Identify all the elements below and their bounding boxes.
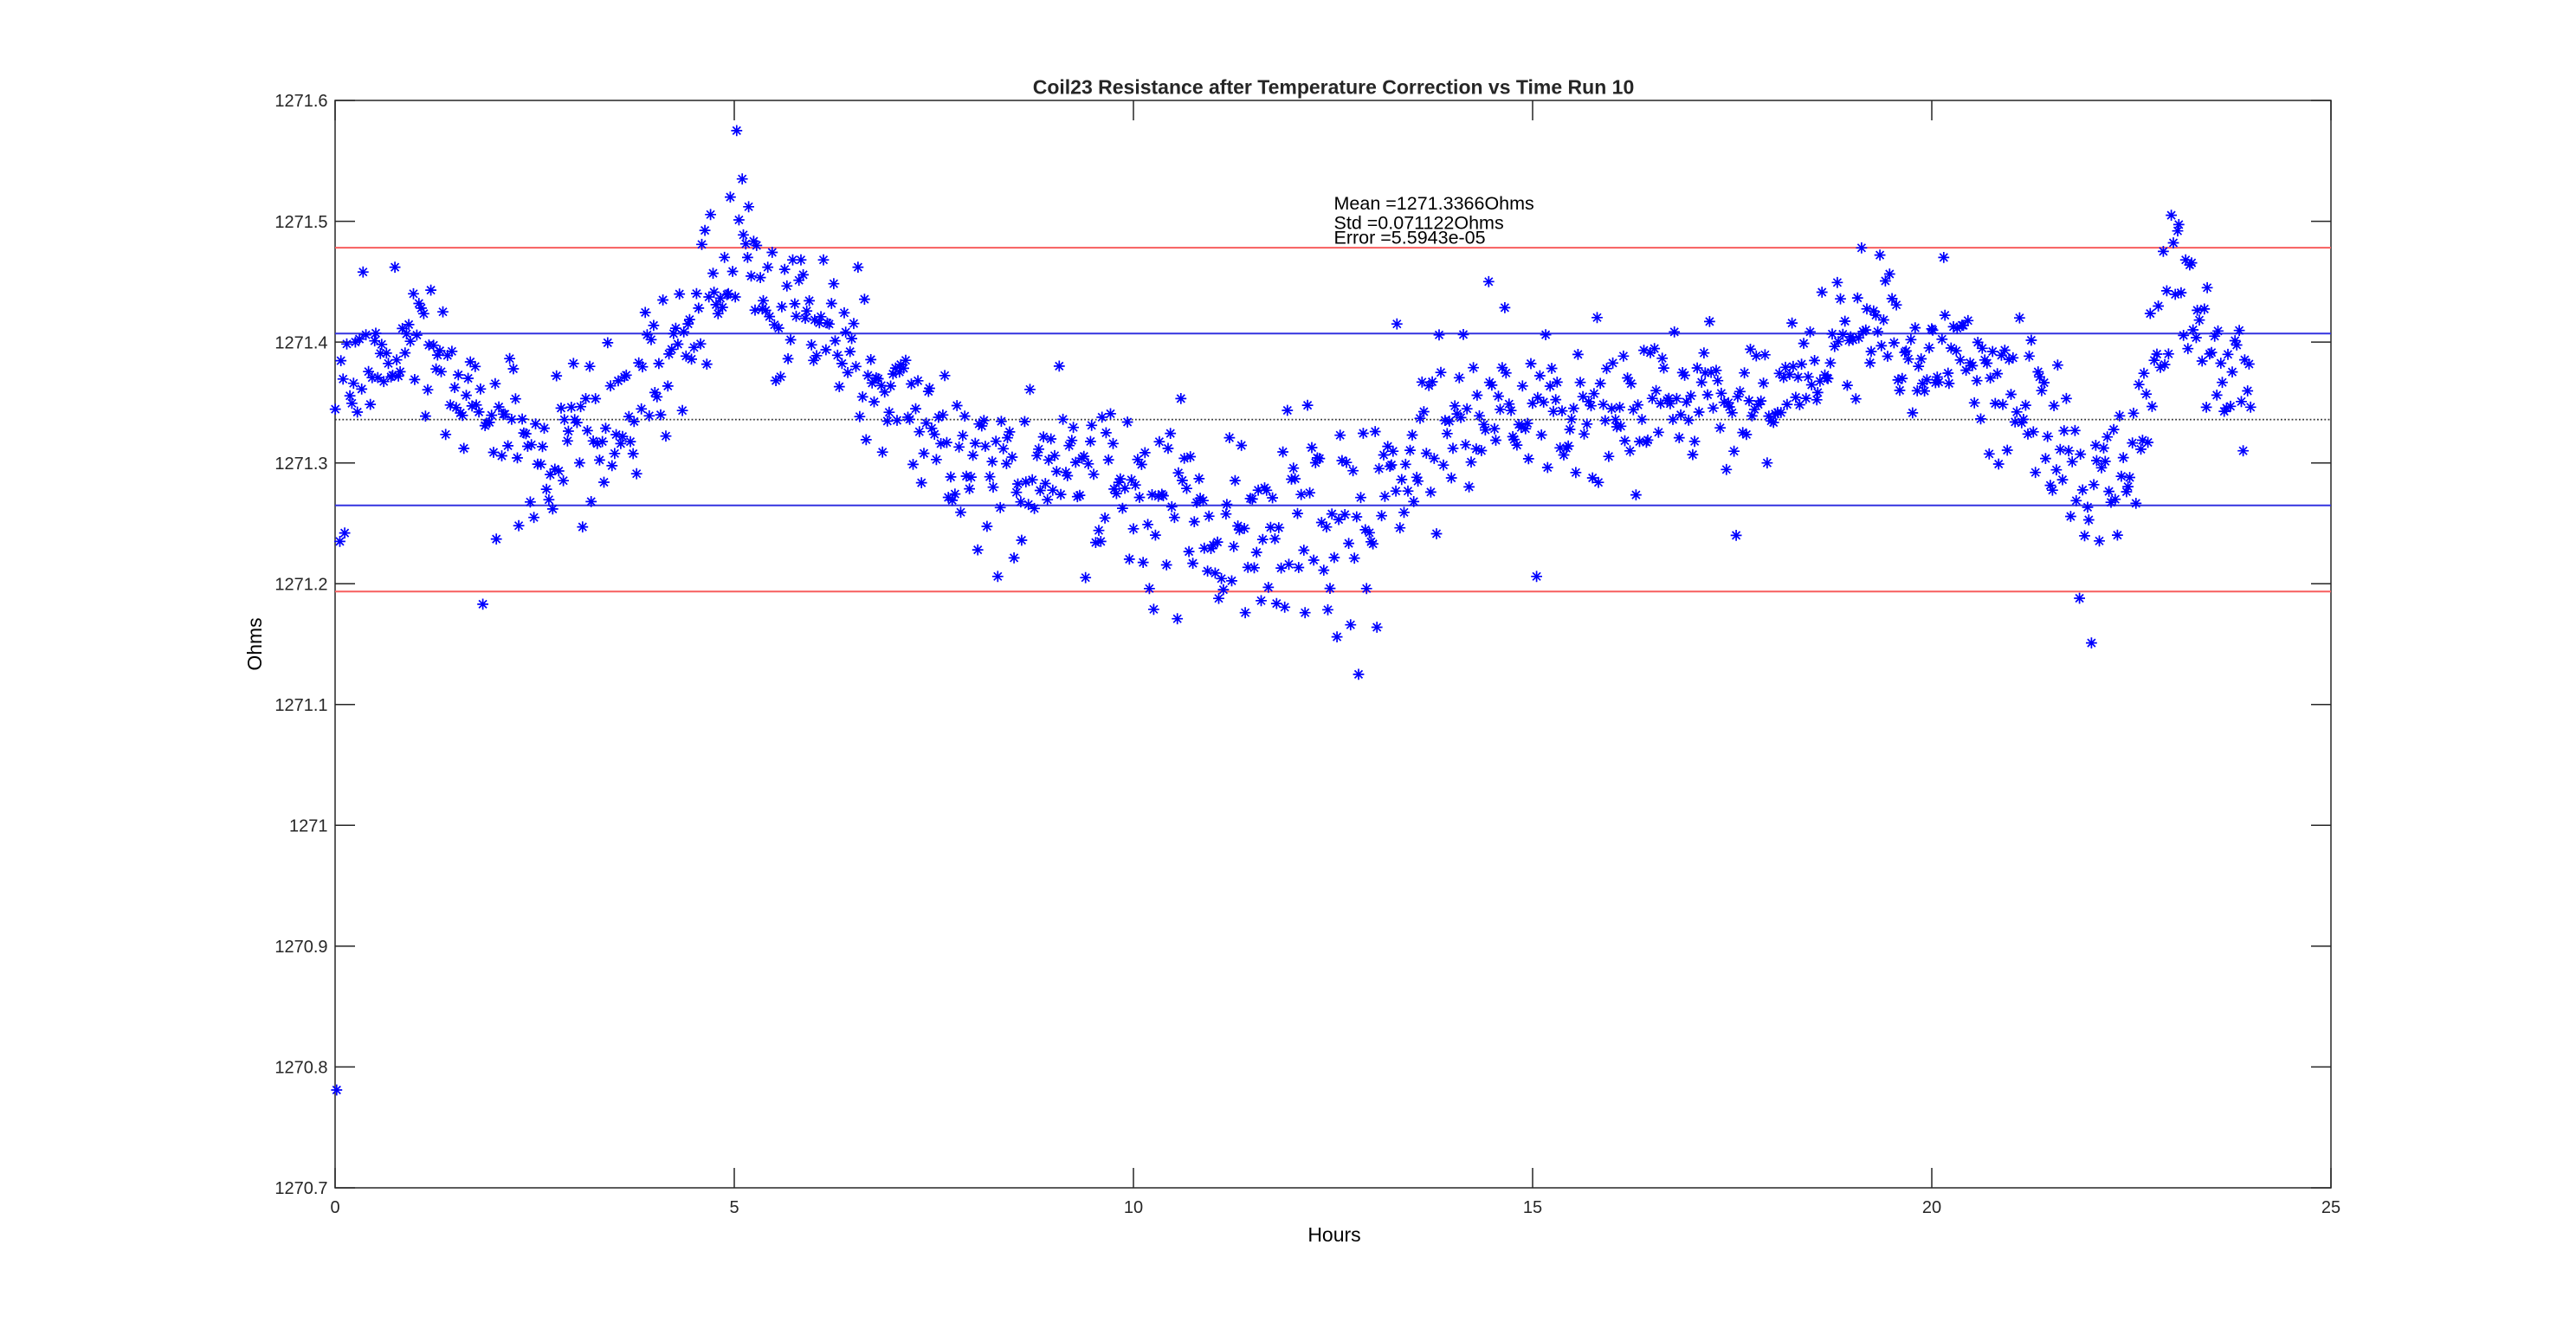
svg-text:Coil23 Resistance after Temper: Coil23 Resistance after Temperature Corr… — [1033, 76, 1635, 99]
svg-text:1271.1: 1271.1 — [274, 696, 327, 715]
svg-text:Std =0.071122Ohms: Std =0.071122Ohms — [1334, 213, 1504, 234]
svg-text:0: 0 — [330, 1198, 339, 1217]
svg-text:1270.7: 1270.7 — [274, 1179, 327, 1198]
svg-text:1271.3: 1271.3 — [274, 455, 327, 474]
svg-text:Hours: Hours — [1307, 1223, 1360, 1246]
svg-text:1270.8: 1270.8 — [274, 1059, 327, 1078]
svg-text:5: 5 — [729, 1198, 739, 1217]
svg-text:10: 10 — [1124, 1198, 1143, 1217]
svg-text:1270.9: 1270.9 — [274, 938, 327, 957]
svg-text:1271: 1271 — [289, 817, 328, 836]
svg-text:Mean =1271.3366Ohms: Mean =1271.3366Ohms — [1334, 193, 1534, 214]
svg-text:Error =5.5943e-05: Error =5.5943e-05 — [1334, 228, 1486, 248]
svg-text:15: 15 — [1523, 1198, 1542, 1217]
svg-text:1271.6: 1271.6 — [274, 92, 327, 111]
svg-text:20: 20 — [1922, 1198, 1941, 1217]
svg-text:25: 25 — [2321, 1198, 2340, 1217]
svg-text:1271.5: 1271.5 — [274, 213, 327, 232]
svg-text:1271.4: 1271.4 — [274, 333, 327, 352]
svg-text:Ohms: Ohms — [243, 617, 266, 670]
svg-text:1271.2: 1271.2 — [274, 575, 327, 594]
